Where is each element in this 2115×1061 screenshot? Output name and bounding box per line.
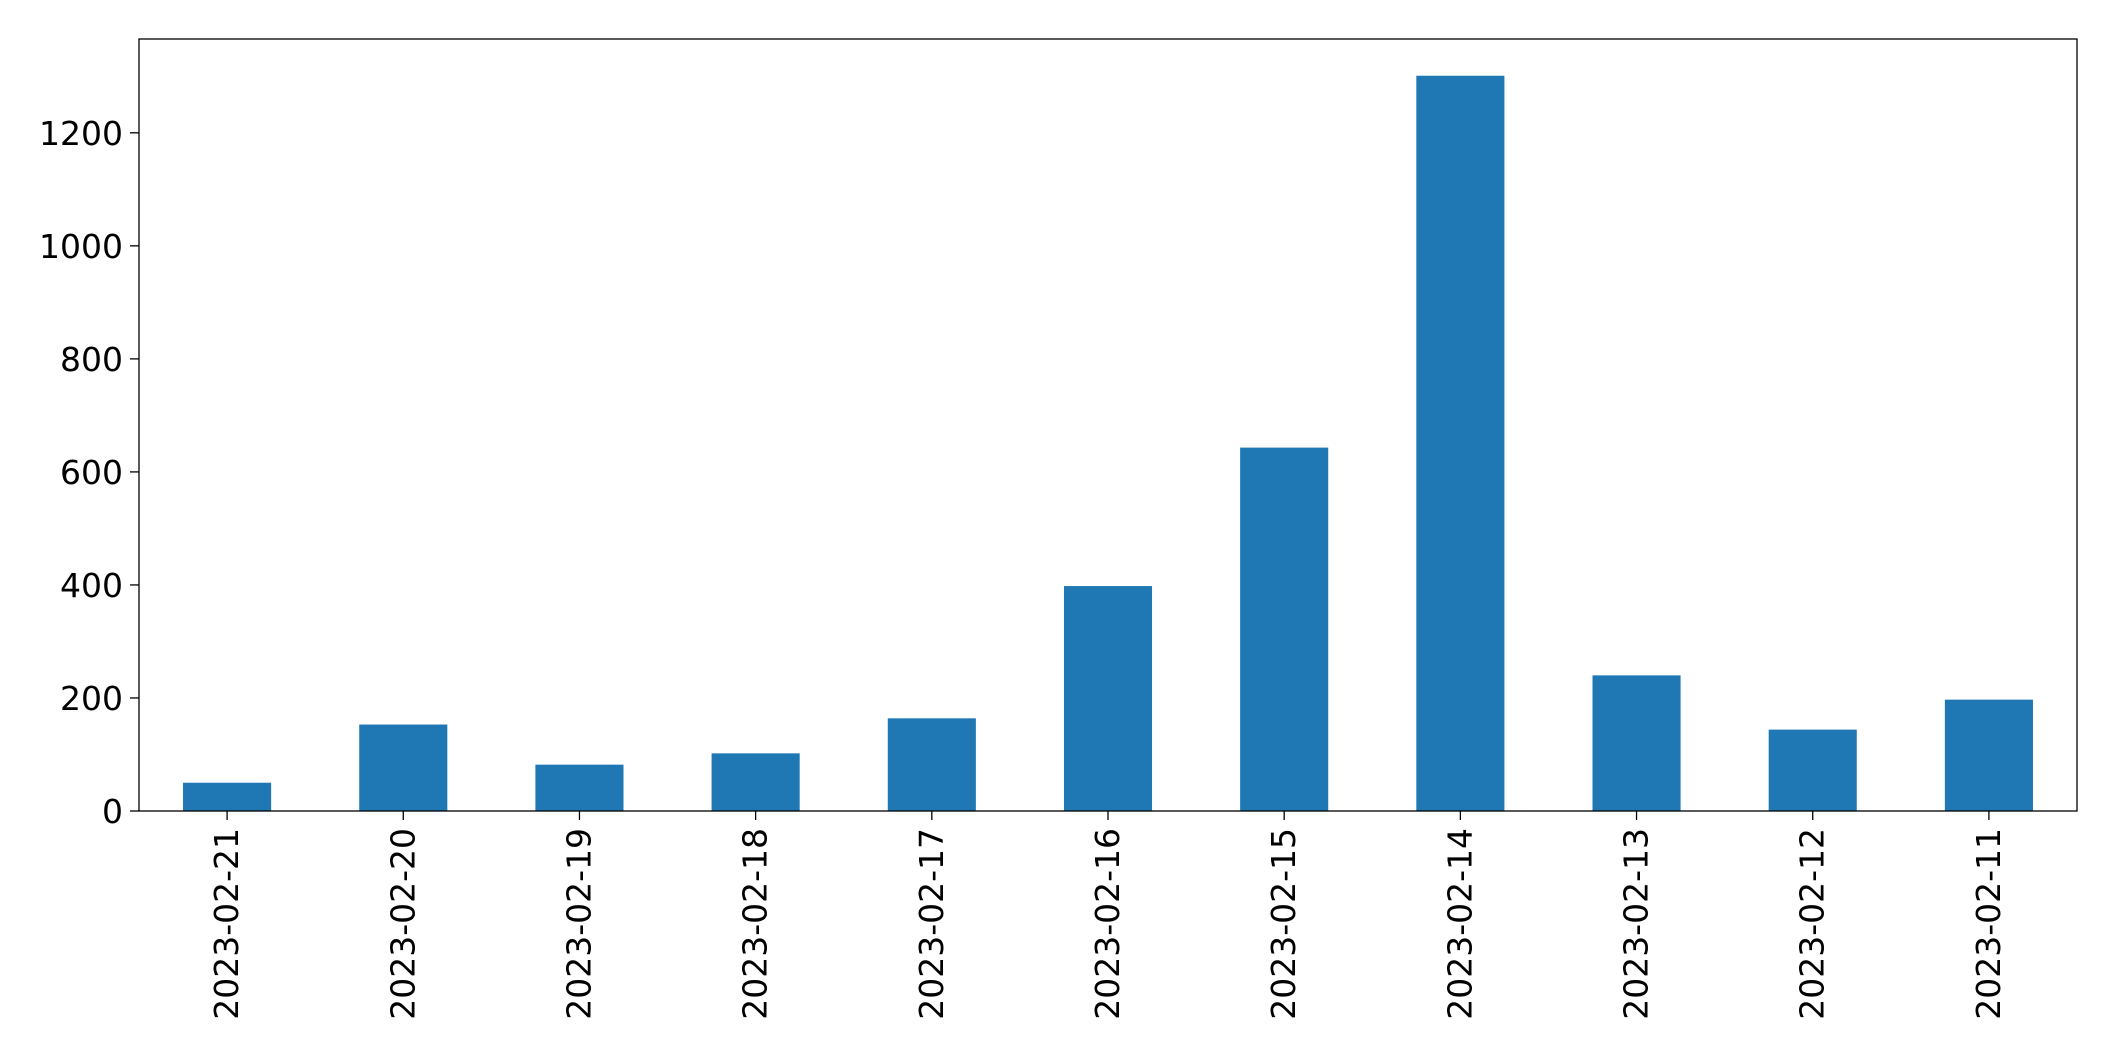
y-tick-label: 600 <box>60 453 123 492</box>
bar-2023-02-18 <box>711 753 800 811</box>
y-tick-label: 0 <box>102 792 123 831</box>
y-tick-label: 200 <box>60 679 123 718</box>
bar-2023-02-19 <box>535 764 624 811</box>
plot-frame <box>138 38 2078 812</box>
bar-2023-02-13 <box>1592 675 1681 811</box>
x-tick-label: 2023-02-17 <box>912 828 951 1020</box>
x-tick-label: 2023-02-11 <box>1969 828 2008 1020</box>
x-tick-label: 2023-02-12 <box>1793 828 1832 1020</box>
x-tick-label: 2023-02-15 <box>1264 828 1303 1020</box>
y-axis-ticks: 0 200 400 600 800 1000 1200 <box>39 114 139 831</box>
x-tick-label: 2023-02-19 <box>559 828 598 1020</box>
y-tick-label: 800 <box>60 340 123 379</box>
y-tick-label: 400 <box>60 566 123 605</box>
x-tick-label: 2023-02-16 <box>1088 828 1127 1020</box>
bar-2023-02-15 <box>1240 447 1329 811</box>
x-tick-label: 2023-02-13 <box>1617 828 1656 1020</box>
x-tick-label: 2023-02-14 <box>1440 828 1479 1020</box>
bar-2023-02-20 <box>359 724 448 811</box>
x-tick-label: 2023-02-20 <box>383 828 422 1020</box>
y-tick-label: 1200 <box>39 114 123 153</box>
x-tick-label: 2023-02-21 <box>207 828 246 1020</box>
bars-layer <box>183 75 2033 812</box>
bar-2023-02-14 <box>1416 75 1505 812</box>
bar-2023-02-17 <box>887 718 976 811</box>
bar-2023-02-11 <box>1944 699 2033 811</box>
x-tick-label: 2023-02-18 <box>736 828 775 1020</box>
bar-2023-02-16 <box>1063 586 1153 811</box>
bar-2023-02-21 <box>183 782 272 811</box>
bar-2023-02-12 <box>1768 729 1857 811</box>
x-axis-ticks: 2023-02-21 2023-02-20 2023-02-19 2023-02-18… <box>207 811 2008 1020</box>
y-tick-label: 1000 <box>39 227 123 266</box>
